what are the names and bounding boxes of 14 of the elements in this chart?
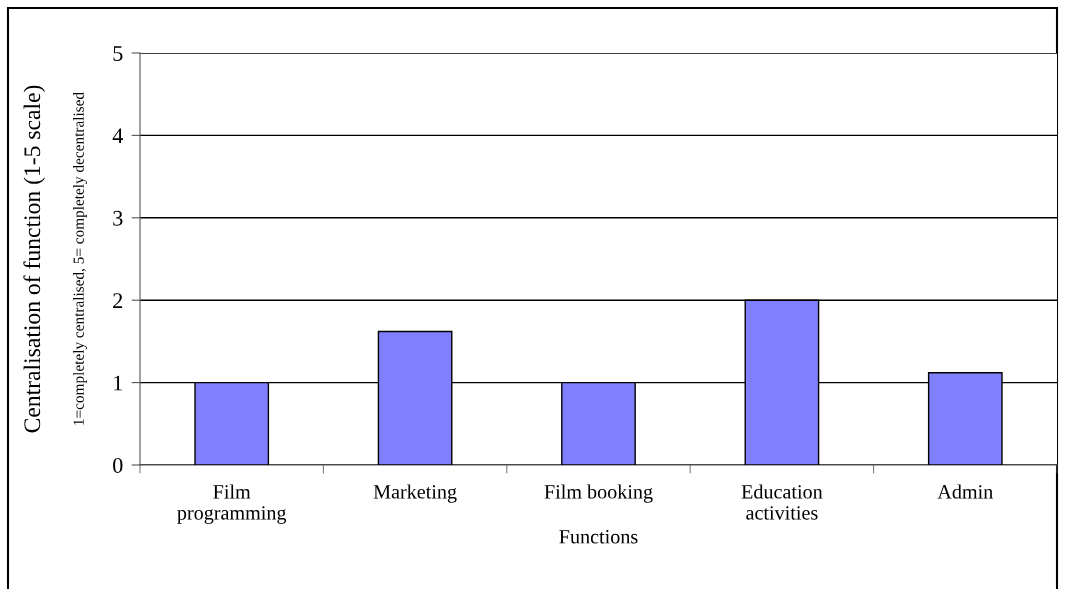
y-tick-label: 3 [113,210,123,226]
x-axis-title: Functions [559,530,638,544]
y-axis-title: Centralisation of function (1-5 scale) [23,85,45,433]
x-tick-label: Film booking [544,484,653,503]
y-tick-label: 1 [114,375,122,391]
y-tick-label: 0 [113,457,123,473]
x-tick-label: Admin [937,484,993,499]
x-tick-label: Marketing [373,484,457,503]
y-tick-label: 2 [113,293,123,308]
y-tick-label: 5 [113,46,123,61]
y-tick-label: 4 [112,128,123,144]
x-tick-label: Film programming [177,484,287,524]
text: 1=completely centralised, 5= completely decentralised [73,92,87,425]
x-tick-label: Education activities [741,484,823,520]
